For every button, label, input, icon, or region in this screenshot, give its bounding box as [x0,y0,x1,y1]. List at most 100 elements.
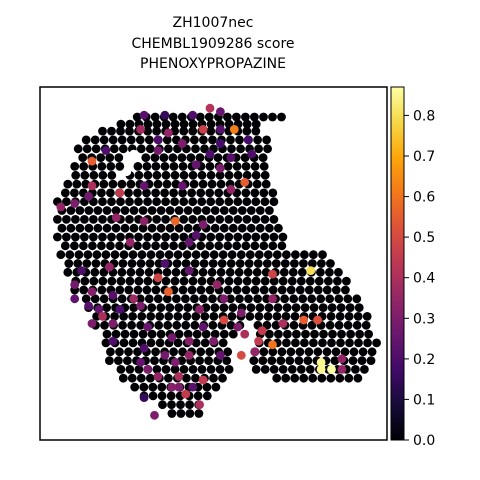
tissue-spot [144,294,154,304]
tissue-spot [210,303,220,312]
tissue-spot [259,162,269,171]
tissue-spot [358,347,368,357]
tissue-spot [62,232,71,242]
tissue-spot [292,329,301,339]
data-point [98,312,107,321]
tissue-spot [146,312,156,321]
tissue-spot [277,285,287,295]
tissue-spot [213,153,223,163]
tissue-spot [234,267,244,277]
tissue-spot [179,126,189,136]
tissue-spot [290,312,300,321]
tissue-spot [328,329,337,339]
data-point [177,139,187,148]
tissue-spot [200,338,210,348]
data-point [56,202,66,212]
tissue-spot [298,294,308,304]
tissue-spot [250,188,260,198]
data-point [247,149,257,159]
tissue-spot [200,250,210,260]
tissue-spot [164,144,173,154]
tissue-spot [207,179,217,189]
tissue-spot [235,259,245,268]
tissue-spot [242,170,252,180]
data-point [216,163,225,173]
tissue-spot [366,356,376,365]
tissue-spot [136,373,146,383]
tissue-spot [335,373,345,383]
tissue-spot [91,259,101,268]
tissue-spot [205,188,215,198]
tissue-spot [322,285,332,295]
tissue-spot [150,356,159,365]
tissue-spot [188,170,198,180]
data-point [212,280,222,290]
data-point [139,110,149,120]
tissue-spot [291,303,301,312]
tissue-spot [110,250,120,260]
tissue-spot [147,206,157,215]
tissue-spot [259,112,268,122]
tissue-spot [233,215,243,224]
tissue-spot [269,365,279,374]
tissue-spot [322,347,332,357]
data-point [108,290,118,300]
tissue-spot [251,197,261,207]
tissue-spot [143,232,153,242]
data-point [77,266,86,275]
tissue-spot [204,112,214,122]
tissue-spot [125,119,135,129]
data-point [191,160,201,170]
tissue-spot [233,232,243,242]
tissue-spot [133,241,142,251]
data-point [139,216,149,226]
tissue-spot [124,285,134,295]
tissue-spot [241,112,250,122]
tissue-spot [72,179,82,189]
data-point [105,262,114,272]
tissue-spot [91,144,101,154]
tissue-spot [116,197,125,207]
tissue-spot [286,285,296,295]
tissue-spot [228,329,238,339]
data-point [236,308,246,318]
tissue-spot [165,223,175,233]
tissue-spot [265,329,274,339]
tissue-spot [179,170,189,180]
tissue-spot [258,356,268,365]
tissue-spot [300,250,309,260]
tissue-spot [214,188,224,198]
data-point [195,305,205,314]
tissue-spot [201,329,211,339]
tissue-spot [325,320,335,330]
tissue-spot [316,294,326,304]
data-point [243,135,253,145]
tissue-spot [83,250,93,260]
tissue-spot [118,373,128,383]
tissue-spot [70,241,79,251]
tissue-spot [174,206,184,215]
tissue-spot [176,409,186,418]
tissue-spot [215,215,225,224]
tissue-spot [161,119,171,129]
tissue-spot [211,382,221,392]
tissue-spot [82,259,92,268]
tissue-spot [188,126,198,136]
tissue-spot [53,215,62,224]
tissue-spot [64,259,74,268]
colorbar-tick-label: 0.7 [413,149,435,165]
tissue-spot [251,232,261,242]
tissue-spot [191,373,200,383]
data-point [143,365,153,374]
tissue-spot [268,285,278,295]
tissue-spot [200,144,209,154]
tissue-spot [194,409,204,418]
tissue-spot [227,312,237,321]
tissue-spot [71,215,80,224]
tissue-spot [216,179,226,189]
tissue-spot [228,223,238,233]
data-point [216,124,225,134]
tissue-spot [241,162,251,171]
tissue-spot [226,135,235,145]
tissue-spot [167,400,176,410]
